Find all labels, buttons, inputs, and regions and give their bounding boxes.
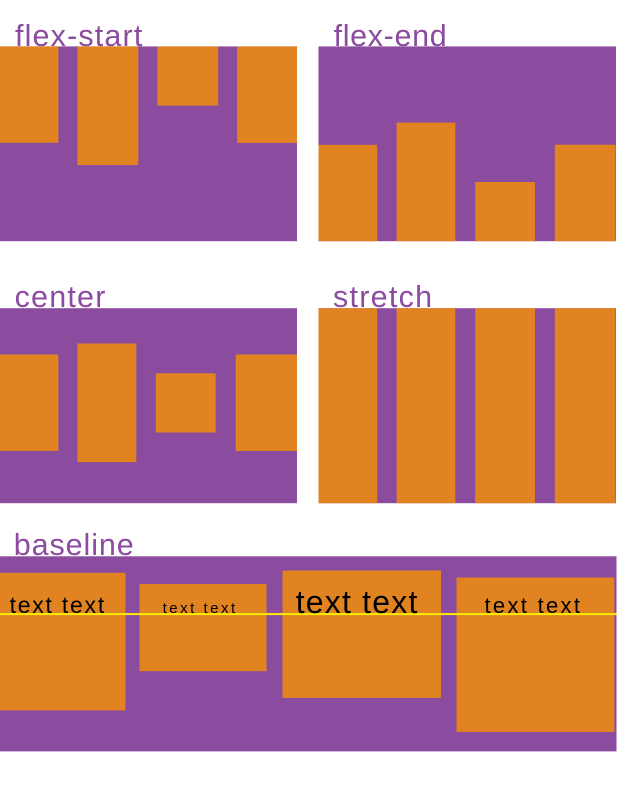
svg-text:stretch: stretch [333,280,433,314]
svg-text:text text: text text [296,584,419,620]
svg-text:center: center [15,280,107,314]
svg-text:text text: text text [10,592,106,618]
svg-text:text text: text text [485,593,583,618]
svg-text:text text: text text [163,600,238,617]
